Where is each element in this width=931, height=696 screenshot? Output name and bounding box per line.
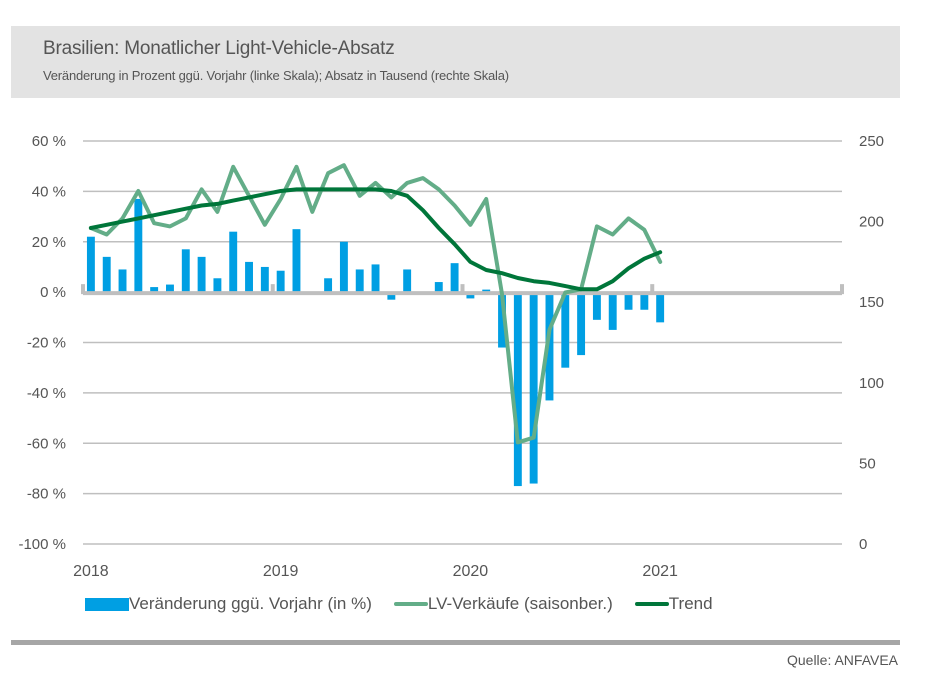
bar bbox=[276, 270, 285, 293]
bar bbox=[656, 292, 665, 323]
left-axis-ticks: 60 % 40 % 20 % 0 % -20 % -40 % -60 % -80 % -100 … bbox=[18, 133, 66, 553]
legend-label-bars: Veränderung ggü. Vorjahr (in %) bbox=[129, 594, 372, 613]
bar bbox=[245, 261, 253, 293]
bar bbox=[324, 278, 333, 293]
gridlines bbox=[83, 140, 842, 545]
bar bbox=[86, 236, 95, 293]
legend-label-lv: LV-Verkäufe (saisonber.) bbox=[427, 594, 613, 613]
bar bbox=[577, 292, 586, 356]
legend-label-trend: Trend bbox=[668, 594, 713, 613]
legend-swatch-bars bbox=[85, 597, 129, 611]
title-box: Brasilien: Monatlicher Light-Vehicle-Abs… bbox=[11, 26, 900, 98]
bar bbox=[513, 292, 522, 487]
bar bbox=[371, 264, 380, 293]
bar bbox=[498, 292, 506, 348]
bar bbox=[450, 263, 459, 293]
left-tick-label: -40 % bbox=[27, 385, 66, 402]
right-tick-label: 200 bbox=[859, 214, 884, 231]
left-tick-label: -80 % bbox=[27, 486, 66, 503]
bar bbox=[102, 256, 111, 293]
legend-swatch-lv bbox=[393, 602, 428, 606]
bar bbox=[213, 278, 222, 293]
bar bbox=[608, 292, 617, 330]
left-tick-label: -60 % bbox=[27, 435, 66, 452]
bar bbox=[134, 198, 143, 293]
bar bbox=[355, 269, 364, 293]
right-tick-label: 50 bbox=[859, 455, 876, 472]
chart-title: Brasilien: Monatlicher Light-Vehicle-Abs… bbox=[43, 38, 395, 59]
legend: Veränderung ggü. Vorjahr (in %) LV-Verkä… bbox=[85, 594, 735, 614]
chart-subtitle: Veränderung in Prozent ggü. Vorjahr (lin… bbox=[43, 68, 509, 83]
bar bbox=[292, 229, 301, 293]
legend-item-lv: LV-Verkäufe (saisonber.) bbox=[393, 594, 613, 614]
bar bbox=[150, 287, 159, 293]
right-tick-label: 100 bbox=[859, 375, 884, 392]
x-tick-label: 2018 bbox=[73, 563, 109, 580]
legend-swatch-trend bbox=[634, 602, 669, 606]
bar bbox=[624, 292, 633, 310]
left-tick-label: 20 % bbox=[32, 234, 66, 251]
bar bbox=[561, 292, 570, 368]
right-axis-ticks: 250 200 150 100 50 0 bbox=[859, 133, 884, 553]
left-tick-label: 60 % bbox=[32, 133, 66, 150]
left-tick-label: -20 % bbox=[27, 335, 66, 352]
left-tick-label: -100 % bbox=[18, 536, 66, 553]
bar bbox=[339, 241, 348, 293]
bar bbox=[260, 266, 269, 293]
bar bbox=[166, 284, 174, 293]
bar bbox=[229, 231, 238, 293]
source-note: Quelle: ANFAVEA bbox=[786, 652, 898, 668]
footer-rule bbox=[11, 640, 900, 645]
bar bbox=[545, 292, 554, 401]
trend-line bbox=[88, 187, 663, 292]
right-tick-label: 150 bbox=[859, 294, 884, 311]
bar-series bbox=[86, 198, 665, 487]
x-tick-label: 2019 bbox=[263, 563, 299, 580]
bar bbox=[197, 256, 206, 293]
bar bbox=[529, 292, 538, 484]
x-tick-label: 2021 bbox=[642, 563, 678, 580]
bar bbox=[387, 292, 396, 300]
zero-axis bbox=[81, 284, 844, 296]
bar bbox=[466, 292, 475, 299]
x-axis-ticks: 2018 2019 2020 2021 bbox=[73, 563, 678, 580]
bar bbox=[640, 292, 649, 310]
line-series bbox=[88, 163, 663, 445]
right-tick-label: 250 bbox=[859, 133, 884, 150]
bar bbox=[592, 292, 601, 320]
bar bbox=[403, 269, 412, 293]
legend-item-trend: Trend bbox=[634, 594, 713, 614]
bar bbox=[482, 289, 491, 293]
lv-sales-line bbox=[88, 163, 663, 445]
right-tick-label: 0 bbox=[859, 536, 867, 553]
x-tick-label: 2020 bbox=[453, 563, 489, 580]
left-tick-label: 0 % bbox=[40, 284, 66, 301]
legend-item-bars: Veränderung ggü. Vorjahr (in %) bbox=[85, 594, 372, 614]
bar bbox=[181, 249, 190, 293]
bar bbox=[118, 269, 127, 293]
left-tick-label: 40 % bbox=[32, 183, 66, 200]
bar bbox=[434, 282, 443, 293]
